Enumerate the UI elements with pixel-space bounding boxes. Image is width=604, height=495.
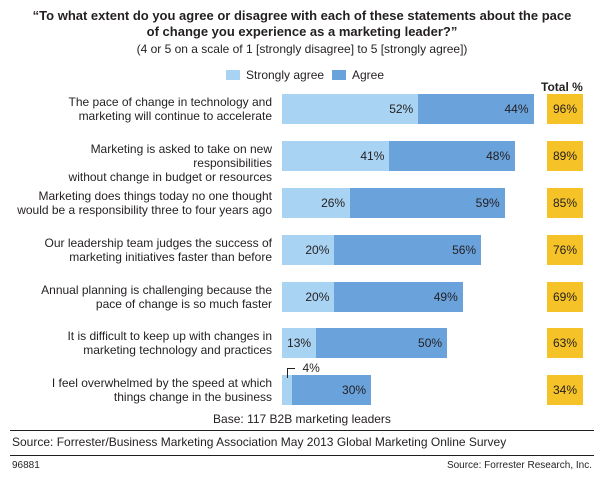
category-label-line: marketing technology and practices <box>83 343 272 357</box>
footer-id: 96881 <box>12 460 40 471</box>
base-note: Base: 117 B2B marketing leaders <box>213 412 391 426</box>
category-label-line: things change in the business <box>113 390 272 404</box>
category-label-line: marketing will continue to accelerate <box>78 109 272 123</box>
value-label-agree: 56% <box>452 243 477 257</box>
category-label-line: Our leadership team judges the success o… <box>44 236 272 250</box>
total-value: 89% <box>547 141 583 171</box>
value-label-agree: 50% <box>418 336 443 350</box>
total-value: 85% <box>547 188 583 218</box>
chart-title-line2: of change you experience as a marketing … <box>146 24 458 39</box>
footer-source: Source: Forrester Research, Inc. <box>446 460 592 471</box>
category-label-line: I feel overwhelmed by the speed at which <box>51 376 272 390</box>
bar-strongly-agree <box>282 235 335 265</box>
value-label-strongly-agree: 4% <box>302 361 320 375</box>
category-label-line: Annual planning is challenging because t… <box>41 283 272 297</box>
category-label-line: pace of change is so much faster <box>95 297 272 311</box>
value-label-strongly-agree: 13% <box>287 336 312 350</box>
category-label: Our leadership team judges the success o… <box>12 236 272 264</box>
value-label-strongly-agree: 52% <box>389 102 414 116</box>
total-value: 63% <box>547 328 583 358</box>
category-label: I feel overwhelmed by the speed at which… <box>12 376 272 404</box>
value-label-agree: 48% <box>486 149 511 163</box>
category-label: Marketing is asked to take on new respon… <box>12 142 272 184</box>
total-value: 96% <box>547 94 583 124</box>
value-label-strongly-agree: 26% <box>321 196 346 210</box>
legend-strongly-agree: Strongly agree <box>226 68 324 82</box>
category-label-line: marketing initiatives faster than before <box>69 250 272 264</box>
bar-agree <box>389 141 516 171</box>
legend-label-agree: Agree <box>352 68 385 82</box>
total-value: 69% <box>547 282 583 312</box>
value-label-agree: 59% <box>475 196 500 210</box>
value-label-agree: 49% <box>433 290 458 304</box>
bar-agree <box>350 188 505 218</box>
divider-top <box>10 430 594 431</box>
total-value: 76% <box>547 235 583 265</box>
value-label-strongly-agree: 20% <box>305 243 330 257</box>
category-label-line: The pace of change in technology and <box>68 95 272 109</box>
legend-swatch-agree <box>332 70 346 80</box>
category-label: Annual planning is challenging because t… <box>12 283 272 311</box>
bar-agree <box>316 328 448 358</box>
category-label-line: Marketing is asked to take on new respon… <box>90 142 272 170</box>
category-label-line: would be a responsibility three to four … <box>17 203 272 217</box>
legend-swatch-strongly-agree <box>226 70 240 80</box>
category-label-line: without change in budget or resources <box>68 170 272 184</box>
bar-agree <box>334 235 482 265</box>
value-label-strongly-agree: 41% <box>360 149 385 163</box>
category-label: The pace of change in technology and mark… <box>12 95 272 123</box>
bar-strongly-agree <box>282 188 351 218</box>
value-label-strongly-agree: 20% <box>305 290 330 304</box>
category-label: Marketing does things today no one thoug… <box>12 189 272 217</box>
divider-bottom <box>10 455 594 456</box>
bar-strongly-agree <box>282 328 317 358</box>
legend-agree: Agree <box>332 68 384 82</box>
total-header: Total % <box>541 80 583 94</box>
bar-agree <box>418 94 534 124</box>
bar-strongly-agree <box>282 141 390 171</box>
chart-title-line1: “To what extent do you agree or disagree… <box>32 8 572 23</box>
chart-subtitle: (4 or 5 on a scale of 1 [strongly disagr… <box>136 42 468 56</box>
category-label-line: Marketing does things today no one thoug… <box>38 189 273 203</box>
bar-agree <box>292 375 372 405</box>
category-label-line: It is difficult to keep up with changes … <box>67 329 272 343</box>
source-note: Source: Forrester/Business Marketing Ass… <box>12 435 507 449</box>
callout-leader-horizontal <box>287 368 296 369</box>
bar-strongly-agree <box>282 94 419 124</box>
total-value: 34% <box>547 375 583 405</box>
bar-strongly-agree <box>282 375 293 405</box>
category-label: It is difficult to keep up with changes … <box>12 329 272 357</box>
legend-label-strongly-agree: Strongly agree <box>246 68 325 82</box>
value-label-agree: 30% <box>342 383 367 397</box>
bar-agree <box>334 282 463 312</box>
value-label-agree: 44% <box>504 102 529 116</box>
callout-leader-vertical <box>287 368 289 378</box>
bar-strongly-agree <box>282 282 335 312</box>
